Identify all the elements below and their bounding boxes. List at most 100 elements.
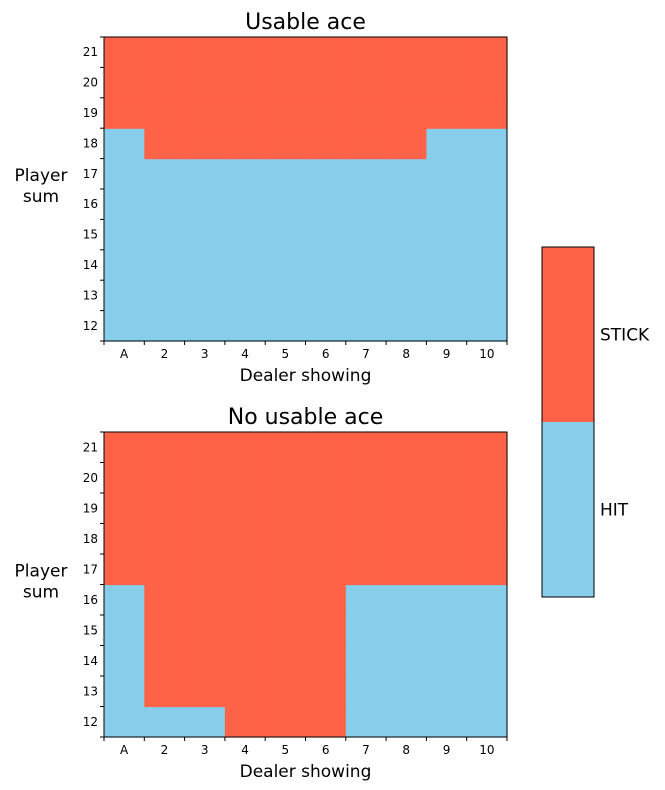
no-usable-ace-x-tick-label: 2 [161,743,169,757]
usable-ace-cell-12-3 [184,310,226,342]
no-usable-ace-cell-16-4 [224,584,266,616]
usable-ace-x-axis-label: Dealer showing [240,366,372,386]
no-usable-ace-y-tick-label: 21 [83,440,98,454]
no-usable-ace-cell-13-7 [345,676,387,708]
usable-ace-y-tick-label: 21 [83,45,98,59]
colorbar-hit-label: HIT [600,501,629,521]
usable-ace-cell-21-10 [466,37,508,68]
usable-ace-cell-20-5 [265,67,307,99]
usable-ace-cell-17-10 [466,158,508,190]
no-usable-ace-x-tick-label: 3 [201,743,209,757]
no-usable-ace-cell-21-4 [224,432,266,464]
no-usable-ace-cell-15-3 [184,615,226,647]
no-usable-ace-cell-12-5 [265,706,307,738]
usable-ace-cell-15-6 [305,219,347,251]
usable-ace-cell-15-3 [184,219,226,251]
usable-ace-cell-20-8 [386,67,427,99]
no-usable-ace-x-tick-label: 6 [322,743,330,757]
usable-ace-cell-13-A [104,280,145,312]
usable-ace-cell-17-A [104,158,145,190]
usable-ace-cell-17-9 [426,158,468,190]
usable-ace-cell-13-10 [466,280,508,312]
no-usable-ace-cell-17-2 [144,554,186,586]
no-usable-ace-cell-16-7 [345,584,387,616]
no-usable-ace-cell-17-7 [345,554,387,586]
no-usable-ace-cell-17-10 [466,554,508,586]
usable-ace-cell-13-3 [184,280,226,312]
no-usable-ace-cell-12-4 [224,706,266,738]
no-usable-ace-cell-20-6 [305,462,347,494]
no-usable-ace-cell-20-7 [345,462,387,494]
usable-ace-cell-13-8 [386,280,427,312]
usable-ace-cell-18-5 [265,128,307,160]
no-usable-ace-cell-12-7 [345,706,387,738]
usable-ace-cell-15-5 [265,219,307,251]
usable-ace-y-tick-label: 17 [83,167,98,181]
usable-ace-cell-19-8 [386,97,427,129]
usable-ace-cell-18-3 [184,128,226,160]
no-usable-ace-cell-17-3 [184,554,226,586]
usable-ace-cell-14-5 [265,249,307,281]
no-usable-ace-cell-21-8 [386,432,427,464]
usable-ace-cell-20-10 [466,67,508,99]
no-usable-ace-cell-16-3 [184,584,226,616]
no-usable-ace-y-tick-label: 20 [83,471,98,485]
usable-ace-cell-19-A [104,97,145,129]
usable-ace-cell-15-8 [386,219,427,251]
no-usable-ace-cell-15-6 [305,615,347,647]
usable-ace-x-tick-label: 9 [443,347,451,361]
no-usable-ace-cell-15-4 [224,615,266,647]
colorbar-frame [541,246,595,598]
no-usable-ace-cell-15-2 [144,615,186,647]
no-usable-ace-cell-13-A [104,676,145,708]
no-usable-ace-x-tick-label: 8 [402,743,410,757]
policy-colorbar: STICK HIT [541,246,650,598]
no-usable-ace-cell-14-4 [224,645,266,677]
usable-ace-cell-16-5 [265,189,307,220]
usable-ace-cell-20-4 [224,67,266,99]
no-usable-ace-cell-19-9 [426,493,468,525]
no-usable-ace-cell-19-2 [144,493,186,525]
no-usable-ace-cell-19-A [104,493,145,525]
usable-ace-cell-21-A [104,37,145,68]
usable-ace-cell-13-9 [426,280,468,312]
no-usable-ace-cell-20-8 [386,462,427,494]
usable-ace-cell-21-2 [144,37,186,68]
no-usable-ace-cell-18-2 [144,523,186,555]
no-usable-ace-cell-17-8 [386,554,427,586]
usable-ace-cell-14-8 [386,249,427,281]
usable-ace-cell-18-2 [144,128,186,160]
usable-ace-cell-18-9 [426,128,468,160]
usable-ace-cell-17-7 [345,158,387,190]
usable-ace-x-tick-label: A [120,347,129,361]
no-usable-ace-cell-20-A [104,462,145,494]
usable-ace-title: Usable ace [245,10,366,35]
usable-ace-y-axis-label: Player sum [15,166,68,207]
usable-ace-cell-14-10 [466,249,508,281]
no-usable-ace-x-tick-label: 7 [362,743,370,757]
no-usable-ace-cell-16-A [104,584,145,616]
no-usable-ace-cell-21-9 [426,432,468,464]
no-usable-ace-cell-20-4 [224,462,266,494]
usable-ace-cell-20-2 [144,67,186,99]
no-usable-ace-x-tick-label: A [120,743,129,757]
no-usable-ace-cell-15-8 [386,615,427,647]
no-usable-ace-panel: A 2 3 4 5 6 7 8 9 10 12 13 14 15 16 17 18 19 20 21 No usable… [15,405,508,782]
no-usable-ace-cell-18-4 [224,523,266,555]
usable-ace-y-tick-label: 19 [83,106,98,120]
no-usable-ace-cell-16-5 [265,584,307,616]
usable-ace-y-tick-label: 16 [83,197,98,211]
usable-ace-cell-12-4 [224,310,266,342]
no-usable-ace-cell-19-10 [466,493,508,525]
usable-ace-x-tick-label: 4 [241,347,249,361]
usable-ace-y-tick-label: 13 [83,288,98,302]
no-usable-ace-cell-18-A [104,523,145,555]
no-usable-ace-cell-18-6 [305,523,347,555]
usable-ace-y-tick-label: 15 [83,228,98,242]
usable-ace-panel: A 2 3 4 5 6 7 8 9 10 12 13 14 15 16 17 18 19 20 21 Usable ac… [15,10,508,386]
no-usable-ace-cell-16-2 [144,584,186,616]
no-usable-ace-y-tick-label: 12 [83,715,98,729]
no-usable-ace-cell-21-5 [265,432,307,464]
no-usable-ace-cell-21-A [104,432,145,464]
colorbar-hit-swatch [542,422,594,597]
